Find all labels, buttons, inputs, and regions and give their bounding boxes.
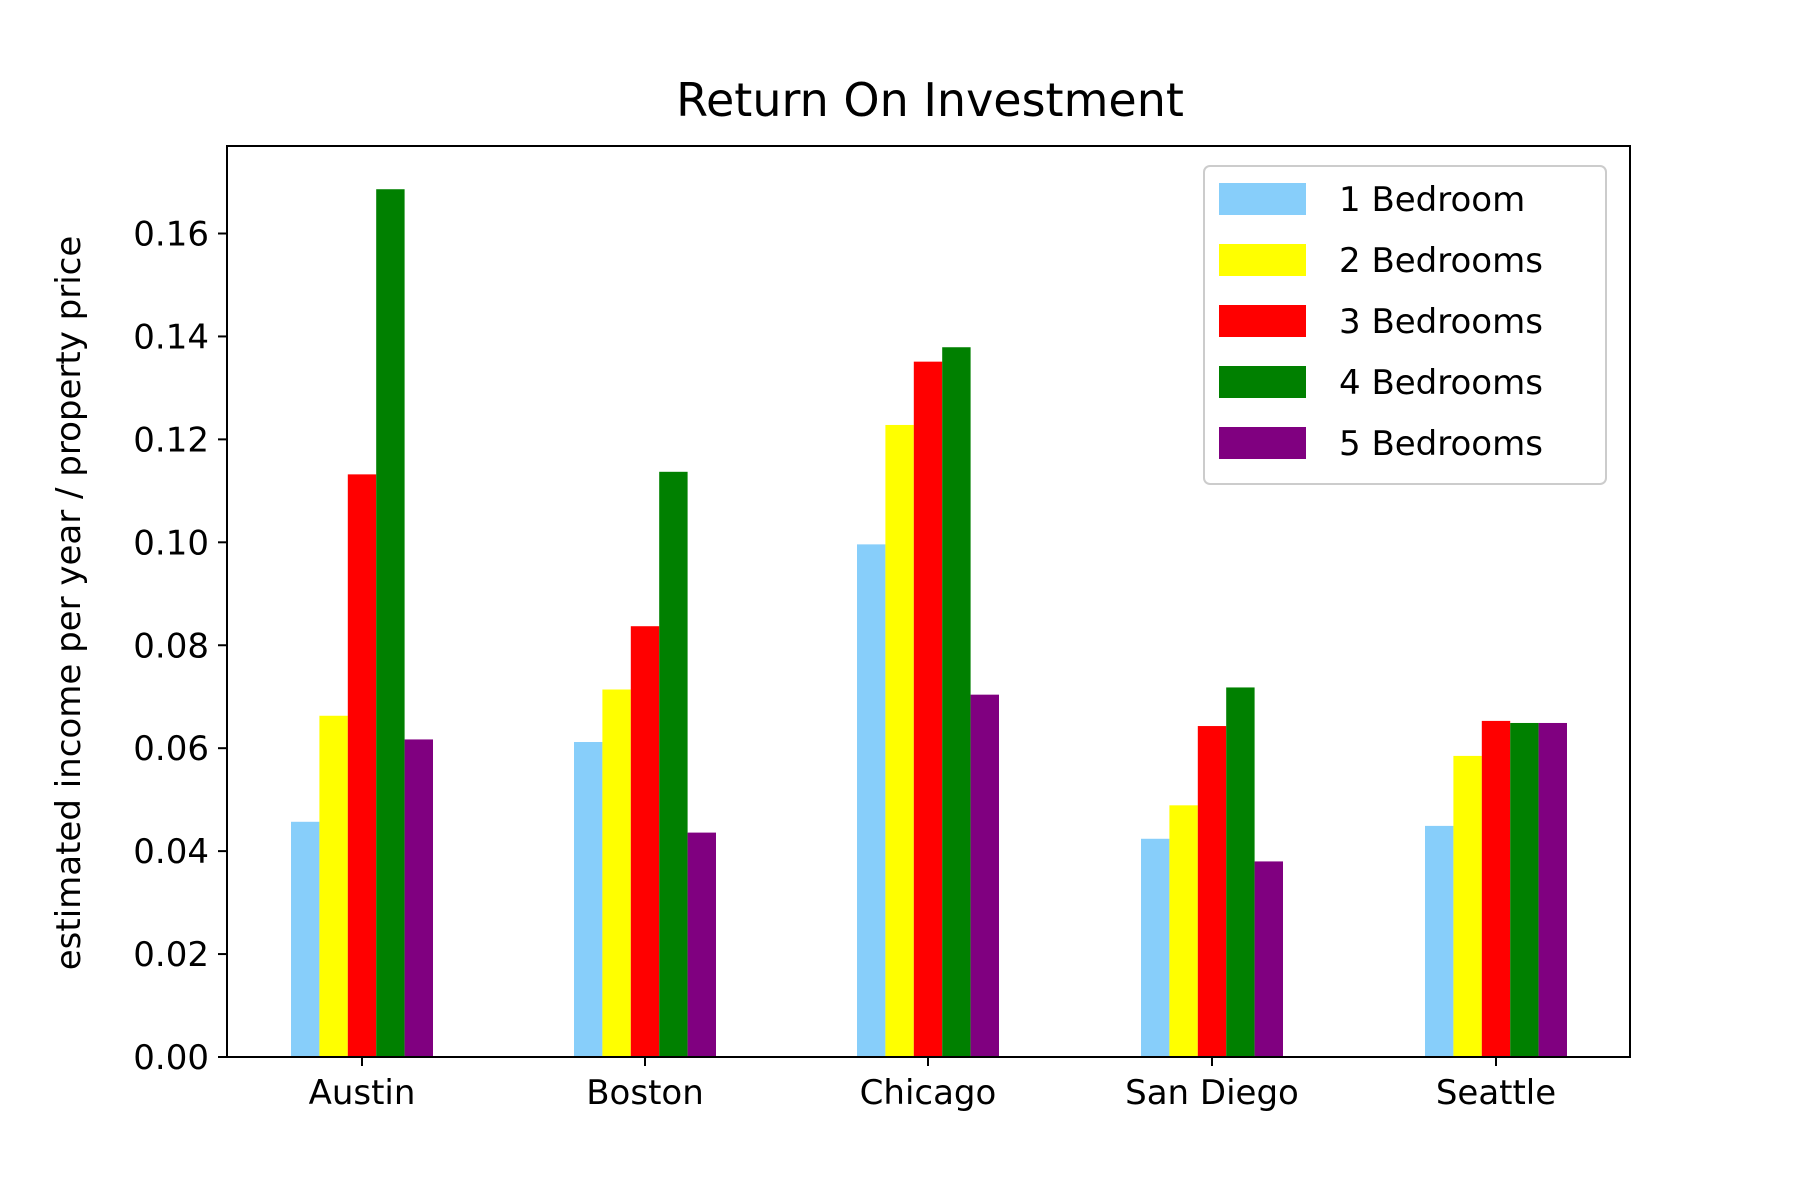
- legend-label: 4 Bedrooms: [1339, 363, 1543, 403]
- legend-swatch: [1219, 183, 1306, 215]
- plot-frame: [226, 145, 1631, 1058]
- bar-1-bedroom-austin: [291, 821, 320, 1057]
- legend-label: 3 Bedrooms: [1339, 302, 1543, 342]
- legend-swatch: [1219, 427, 1306, 459]
- y-tick-label: 0.10: [133, 523, 209, 563]
- y-tick-label: 0.02: [133, 935, 209, 975]
- y-axis: 0.00 0.02 0.04 0.06 0.08 0.10 0.12 0.14 0.16: [133, 215, 227, 1078]
- chart-title: Return On Investment: [676, 73, 1184, 127]
- bar-2-bedrooms-chicago: [885, 424, 914, 1058]
- x-tick-label: Seattle: [1436, 1073, 1556, 1113]
- legend-swatch: [1219, 366, 1306, 398]
- bar-2-bedrooms-austin: [319, 715, 348, 1057]
- bar-5-bedrooms-san-diego: [1254, 861, 1283, 1057]
- bar-3-bedrooms-austin: [347, 474, 377, 1057]
- bar-4-bedrooms-chicago: [942, 347, 971, 1057]
- bar-5-bedrooms-seattle: [1538, 722, 1567, 1057]
- x-tick-label: Boston: [586, 1073, 704, 1113]
- bar-4-bedrooms-austin: [376, 189, 405, 1058]
- x-tick-label: San Diego: [1125, 1073, 1299, 1113]
- y-tick-label: 0.00: [133, 1038, 209, 1078]
- bar-1-bedroom-boston: [574, 742, 603, 1057]
- y-tick-label: 0.14: [133, 317, 209, 357]
- y-tick-label: 0.06: [133, 729, 209, 769]
- bar-3-bedrooms-san-diego: [1197, 726, 1227, 1057]
- legend-label: 2 Bedrooms: [1339, 241, 1543, 281]
- bar-1-bedroom-san-diego: [1141, 838, 1170, 1057]
- bar-2-bedrooms-seattle: [1453, 755, 1482, 1057]
- bar-4-bedrooms-seattle: [1510, 722, 1539, 1057]
- y-tick-label: 0.12: [133, 420, 209, 460]
- bar-4-bedrooms-boston: [659, 471, 688, 1057]
- legend-label: 1 Bedroom: [1339, 180, 1525, 220]
- legend: 1 Bedroom 2 Bedrooms 3 Bedrooms 4 Bedrooms 5…: [1203, 165, 1607, 485]
- y-tick-label: 0.08: [133, 626, 209, 666]
- y-axis-label: estimated income per year / property pri…: [49, 236, 89, 971]
- legend-label: 5 Bedrooms: [1339, 424, 1543, 464]
- bar-3-bedrooms-boston: [630, 626, 660, 1057]
- bars-group: [291, 189, 1567, 1058]
- bar-1-bedroom-chicago: [857, 544, 886, 1057]
- bar-1-bedroom-seattle: [1425, 825, 1454, 1057]
- y-tick-label: 0.04: [133, 832, 209, 872]
- x-tick-label: Austin: [309, 1073, 416, 1113]
- bar-5-bedrooms-boston: [687, 832, 716, 1057]
- x-axis: Austin Boston Chicago San Diego Seattle: [309, 1057, 1556, 1113]
- bar-2-bedrooms-boston: [602, 689, 631, 1057]
- bar-3-bedrooms-chicago: [913, 361, 943, 1057]
- bar-5-bedrooms-austin: [404, 739, 433, 1057]
- y-tick-label: 0.16: [133, 215, 209, 255]
- bar-2-bedrooms-san-diego: [1169, 805, 1198, 1057]
- bar-3-bedrooms-seattle: [1481, 720, 1511, 1057]
- x-tick-label: Chicago: [860, 1073, 997, 1113]
- legend-swatch: [1219, 305, 1306, 337]
- bar-5-bedrooms-chicago: [970, 694, 999, 1057]
- legend-swatch: [1219, 244, 1306, 276]
- bar-4-bedrooms-san-diego: [1226, 687, 1255, 1057]
